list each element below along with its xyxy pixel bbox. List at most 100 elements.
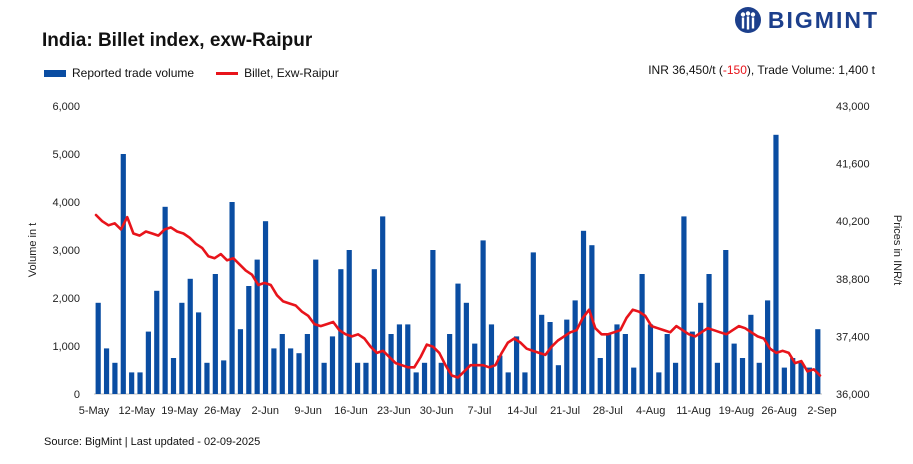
volume-bar (564, 319, 570, 394)
legend-item-price: Billet, Exw-Raipur (216, 66, 339, 80)
volume-bar (622, 334, 628, 394)
y-right-tick-label: 36,000 (836, 389, 870, 401)
x-tick-label: 14-Jul (507, 405, 537, 417)
volume-bar (170, 358, 177, 394)
x-tick-label: 5-May (79, 405, 110, 417)
volume-bar (221, 360, 227, 394)
volume-bar (413, 372, 419, 394)
y-right-tick-label: 38,800 (836, 274, 870, 286)
volume-bar (672, 362, 679, 394)
x-tick-label: 30-Jun (420, 405, 454, 417)
volume-bar (371, 269, 377, 394)
volume-bar (354, 362, 361, 394)
volume-bar (112, 362, 118, 394)
volume-bar (187, 278, 193, 394)
volume-bar (706, 274, 712, 394)
volume-bar (597, 358, 603, 394)
source-note: Source: BigMint | Last updated - 02-09-2… (44, 436, 261, 448)
x-tick-label: 4-Aug (636, 405, 665, 417)
x-tick-label: 26-Aug (761, 405, 796, 417)
volume-bar (739, 358, 746, 394)
volume-bar (405, 324, 411, 394)
volume-bar (380, 216, 386, 394)
bigmint-logo-icon (734, 7, 761, 33)
volume-bar (162, 206, 168, 394)
y-left-tick-label: 2,000 (52, 293, 80, 305)
volume-bar (765, 300, 771, 394)
x-tick-label: 11-Aug (676, 405, 711, 417)
volume-bar (790, 358, 796, 394)
volume-bar (497, 355, 503, 394)
y-right-tick-label: 37,400 (836, 331, 870, 343)
price-summary-suffix: ), Trade Volume: 1,400 t (746, 63, 875, 77)
x-tick-label: 2-Sep (807, 405, 836, 417)
volume-bar (430, 250, 436, 394)
volume-bar (572, 300, 578, 394)
y-axis-right-label: Prices in INR/t (891, 215, 903, 285)
x-tick-label: 19-Aug (719, 405, 754, 417)
volume-bar (631, 367, 637, 394)
volume-bar (580, 230, 587, 394)
volume-bar (321, 362, 327, 394)
volume-bar (237, 329, 244, 394)
x-tick-label: 26-May (204, 405, 241, 417)
volume-bar (246, 286, 252, 394)
y-right-tick-label: 41,600 (836, 159, 870, 171)
volume-bar (120, 154, 126, 394)
y-left-tick-label: 1,000 (52, 341, 80, 353)
y-right-tick-label: 43,000 (836, 101, 870, 113)
price-line (94, 213, 822, 379)
x-tick-label: 19-May (161, 405, 198, 417)
volume-bar (547, 322, 553, 394)
volume-bar (145, 331, 151, 394)
volume-bar (664, 334, 670, 394)
volume-bar (279, 334, 285, 394)
y-left-tick-label: 3,000 (52, 245, 80, 257)
legend-label-price: Billet, Exw-Raipur (244, 66, 339, 80)
volume-bar (714, 362, 720, 394)
x-tick-label: 21-Jul (550, 405, 580, 417)
price-summary: INR 36,450/t (-150), Trade Volume: 1,400… (648, 63, 875, 77)
volume-bar (288, 348, 294, 394)
volume-bar (681, 216, 687, 394)
x-tick-label: 28-Jul (593, 405, 623, 417)
volume-bar (438, 362, 444, 394)
x-tick-label: 16-Jun (334, 405, 368, 417)
price-summary-prefix: INR 36,450/t ( (648, 63, 723, 77)
volume-bar (756, 362, 762, 394)
volume-bar (806, 367, 813, 394)
volume-bar (773, 134, 779, 395)
legend-label-volume: Reported trade volume (72, 66, 195, 80)
volume-bar (463, 302, 469, 394)
x-tick-label: 7-Jul (467, 405, 491, 417)
volume-bar (488, 324, 495, 394)
volume-bar (647, 324, 654, 394)
volume-bar (137, 372, 143, 394)
x-tick-label: 2-Jun (252, 405, 280, 417)
volume-bar (296, 353, 302, 394)
volume-bar (455, 283, 461, 394)
volume-bar (179, 302, 185, 394)
volume-bar (530, 252, 536, 394)
volume-bar (513, 336, 520, 394)
price-change: -150 (722, 63, 747, 77)
volume-bar (212, 274, 218, 394)
volume-bar (555, 365, 562, 394)
volume-bar (606, 334, 612, 394)
volume-bar (731, 343, 737, 394)
legend-swatch-bar (44, 69, 66, 77)
volume-bar (698, 302, 704, 394)
volume-bar (229, 202, 235, 394)
volume-bar (388, 334, 394, 394)
volume-bar (271, 348, 277, 394)
volume-bar (196, 312, 202, 394)
volume-bar (129, 372, 135, 394)
volume-bar (505, 372, 511, 394)
legend-item-volume: Reported trade volume (44, 66, 194, 80)
y-left-tick-label: 5,000 (52, 149, 80, 161)
chart-legend: Reported trade volume Billet, Exw-Raipur (44, 66, 361, 80)
volume-bar (480, 240, 486, 394)
volume-bar (798, 362, 804, 394)
x-tick-label: 23-Jun (377, 405, 411, 417)
x-tick-label: 12-May (118, 405, 155, 417)
